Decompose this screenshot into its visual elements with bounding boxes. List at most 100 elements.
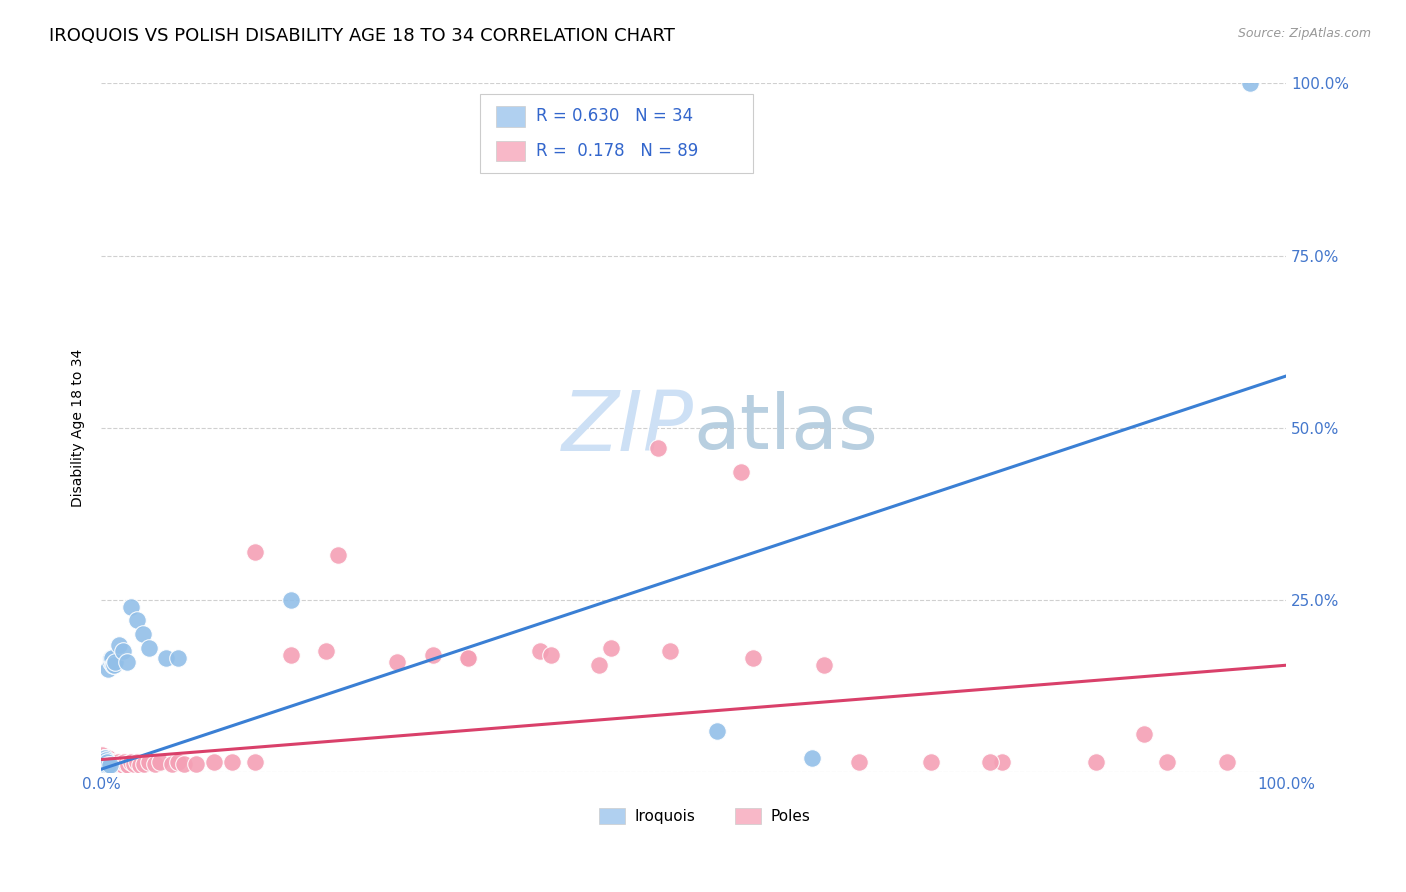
Point — [96, 758, 118, 772]
Point — [98, 756, 121, 771]
Point — [93, 755, 115, 769]
Point — [588, 658, 610, 673]
Point — [112, 755, 135, 769]
Point — [97, 755, 120, 769]
Point — [1239, 77, 1261, 91]
Point — [91, 749, 114, 764]
Point — [100, 655, 122, 669]
Point — [101, 758, 124, 772]
Point — [100, 651, 122, 665]
Point — [94, 756, 117, 771]
Point — [315, 644, 337, 658]
Point — [91, 756, 114, 771]
Point — [93, 753, 115, 767]
Point — [131, 627, 153, 641]
Text: ZIP: ZIP — [561, 387, 693, 468]
Point — [647, 442, 669, 456]
Point — [94, 753, 117, 767]
Point — [848, 755, 870, 769]
Point — [387, 655, 409, 669]
Point — [94, 755, 117, 769]
Point — [93, 756, 115, 771]
Point — [120, 599, 142, 614]
Point — [93, 758, 115, 772]
Point — [155, 651, 177, 665]
Text: IROQUOIS VS POLISH DISABILITY AGE 18 TO 34 CORRELATION CHART: IROQUOIS VS POLISH DISABILITY AGE 18 TO … — [49, 27, 675, 45]
Point — [658, 644, 681, 658]
Point — [529, 644, 551, 658]
Point — [91, 753, 114, 767]
Point — [98, 758, 121, 772]
Point — [104, 655, 127, 669]
Point — [101, 651, 124, 665]
Point — [1215, 755, 1237, 769]
Point — [599, 640, 621, 655]
Point — [93, 753, 115, 767]
Text: atlas: atlas — [693, 391, 879, 465]
Point — [125, 755, 148, 769]
Point — [96, 759, 118, 773]
Point — [1156, 755, 1178, 769]
Point — [132, 756, 155, 771]
Y-axis label: Disability Age 18 to 34: Disability Age 18 to 34 — [72, 349, 86, 507]
Point — [97, 758, 120, 772]
Point — [103, 756, 125, 771]
Point — [98, 755, 121, 769]
Point — [96, 756, 118, 771]
Point — [101, 755, 124, 769]
Point — [94, 755, 117, 769]
Point — [801, 751, 824, 765]
Point — [94, 758, 117, 772]
Point — [97, 756, 120, 771]
Point — [111, 644, 134, 658]
Point — [115, 756, 138, 771]
Point — [96, 753, 118, 767]
Point — [94, 751, 117, 765]
Point — [117, 758, 139, 772]
Point — [173, 756, 195, 771]
Point — [93, 759, 115, 773]
Point — [97, 758, 120, 772]
Point — [93, 758, 115, 772]
Point — [108, 638, 131, 652]
Point — [138, 755, 160, 769]
Point — [245, 544, 267, 558]
Point — [107, 755, 129, 769]
Point — [120, 755, 142, 769]
Point — [101, 756, 124, 771]
Point — [94, 759, 117, 773]
Point — [741, 651, 763, 665]
Point — [96, 759, 118, 773]
Point — [91, 755, 114, 769]
Point — [101, 658, 124, 673]
Point — [94, 758, 117, 772]
Point — [328, 548, 350, 562]
Point — [94, 753, 117, 767]
Point — [813, 658, 835, 673]
Point — [125, 614, 148, 628]
Point — [94, 751, 117, 765]
FancyBboxPatch shape — [496, 141, 526, 161]
Point — [124, 756, 146, 771]
Point — [540, 648, 562, 662]
FancyBboxPatch shape — [599, 808, 624, 823]
Point — [97, 662, 120, 676]
Point — [97, 751, 120, 765]
Point — [91, 751, 114, 765]
Point — [143, 756, 166, 771]
Text: Source: ZipAtlas.com: Source: ZipAtlas.com — [1237, 27, 1371, 40]
FancyBboxPatch shape — [496, 106, 526, 127]
Point — [94, 759, 117, 773]
Point — [221, 755, 243, 769]
Point — [108, 756, 131, 771]
Point — [138, 640, 160, 655]
Point — [108, 758, 131, 772]
Point — [93, 751, 115, 765]
Point — [94, 758, 117, 772]
Point — [91, 747, 114, 762]
Point — [730, 466, 752, 480]
Point — [104, 758, 127, 772]
Point — [91, 758, 114, 772]
Text: R = 0.630   N = 34: R = 0.630 N = 34 — [536, 108, 693, 126]
Point — [103, 758, 125, 772]
